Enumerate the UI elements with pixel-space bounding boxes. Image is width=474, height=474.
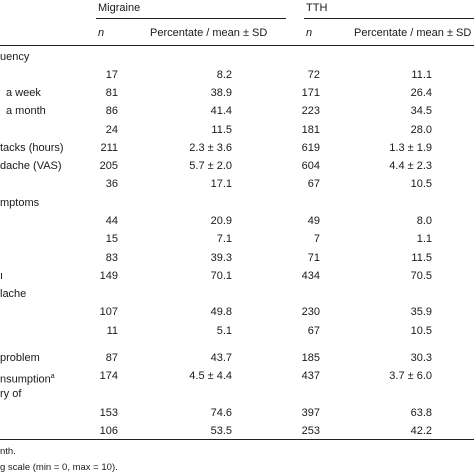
row-label: problem — [0, 352, 40, 364]
cell-t-n: 253 — [301, 425, 320, 437]
cell-m-n: 149 — [99, 270, 118, 282]
footnote-marker: a — [50, 373, 55, 380]
cell-t-p: 3.7 ± 6.0 — [389, 370, 432, 382]
cell-m-p: 4.5 ± 4.4 — [189, 370, 232, 382]
cell-t-n: 49 — [307, 215, 320, 227]
cell-t-n: 437 — [301, 370, 320, 382]
cell-t-p: 11.5 — [411, 252, 432, 264]
col-header-stat-migraine: Percentate / mean ± SD — [150, 27, 268, 39]
col-header-stat-tth: Percentate / mean ± SD — [354, 27, 472, 39]
cell-m-p: 20.9 — [210, 215, 232, 227]
cell-t-p: 30.3 — [410, 352, 432, 364]
cell-m-n: 87 — [105, 352, 118, 364]
cell-t-n: 171 — [301, 87, 320, 99]
cell-m-p: 39.3 — [210, 252, 232, 264]
cell-t-n: 72 — [307, 69, 320, 81]
cell-m-n: 81 — [105, 87, 118, 99]
cell-t-p: 1.1 — [416, 233, 432, 245]
cell-m-n: 36 — [105, 178, 118, 190]
cell-m-n: 44 — [105, 215, 118, 227]
cell-m-p: 49.8 — [210, 306, 232, 318]
group-underline-tth — [304, 18, 474, 19]
header-bottom-rule — [0, 45, 474, 46]
row-label: nsumptiona — [0, 373, 55, 386]
cell-m-n: 174 — [99, 370, 118, 382]
cell-m-p: 2.3 ± 3.6 — [189, 142, 232, 154]
cell-t-n: 185 — [301, 352, 320, 364]
cell-t-p: 1.3 ± 1.9 — [389, 142, 432, 154]
cell-t-n: 71 — [307, 252, 320, 264]
footnote-1: nth. — [0, 446, 16, 457]
cell-m-p: 5.1 — [216, 325, 232, 337]
group-header-migraine: Migraine — [98, 2, 141, 14]
cell-m-n: 17 — [105, 69, 118, 81]
row-label: lache — [0, 288, 27, 300]
cell-m-p: 41.4 — [210, 105, 232, 117]
cell-t-p: 10.5 — [410, 178, 432, 190]
row-label: ry of — [0, 388, 22, 400]
row-label: a month — [6, 105, 46, 117]
cell-t-n: 619 — [301, 142, 320, 154]
cell-t-n: 223 — [301, 105, 320, 117]
cell-t-n: 604 — [301, 160, 320, 172]
cell-m-p: 70.1 — [210, 270, 232, 282]
cell-m-n: 15 — [105, 233, 118, 245]
cell-t-n: 434 — [301, 270, 320, 282]
cell-m-p: 17.1 — [210, 178, 232, 190]
cell-t-n: 7 — [313, 233, 320, 245]
cell-m-p: 74.6 — [210, 407, 232, 419]
cell-m-n: 24 — [105, 124, 118, 136]
row-label: dache (VAS) — [0, 160, 62, 172]
cell-m-n: 86 — [105, 105, 118, 117]
row-label: ı — [0, 270, 4, 282]
cell-t-p: 70.5 — [410, 270, 432, 282]
cell-t-p: 4.4 ± 2.3 — [389, 160, 432, 172]
cell-m-p: 38.9 — [210, 87, 232, 99]
cell-t-p: 28.0 — [410, 124, 432, 136]
cell-t-p: 10.5 — [410, 325, 432, 337]
cell-m-p: 43.7 — [210, 352, 232, 364]
cell-t-p: 35.9 — [410, 306, 432, 318]
cell-t-p: 42.2 — [410, 425, 432, 437]
row-label: a week — [6, 87, 41, 99]
row-label: uency — [0, 51, 30, 63]
col-header-n-migraine: n — [98, 27, 105, 39]
cell-t-n: 181 — [301, 124, 320, 136]
cell-m-n: 205 — [99, 160, 118, 172]
cell-t-n: 230 — [301, 306, 320, 318]
cell-t-p: 11.1 — [411, 69, 432, 81]
cell-t-p: 34.5 — [410, 105, 432, 117]
cell-m-p: 53.5 — [210, 425, 232, 437]
cell-m-n: 106 — [99, 425, 118, 437]
cell-m-p: 8.2 — [216, 69, 232, 81]
row-label: tacks (hours) — [0, 142, 64, 154]
cell-m-p: 5.7 ± 2.0 — [189, 160, 232, 172]
cell-m-n: 11 — [106, 325, 118, 337]
table-bottom-rule — [0, 439, 474, 440]
cell-m-p: 11.5 — [211, 124, 232, 136]
cell-t-n: 67 — [307, 178, 320, 190]
cell-m-n: 153 — [99, 407, 118, 419]
cell-t-p: 8.0 — [416, 215, 432, 227]
row-label: mptoms — [0, 197, 40, 209]
cell-m-n: 107 — [99, 306, 118, 318]
group-header-tth: TTH — [306, 2, 328, 14]
group-underline-migraine — [96, 18, 286, 19]
cell-t-p: 26.4 — [410, 87, 432, 99]
cell-t-p: 63.8 — [410, 407, 432, 419]
cell-t-n: 67 — [307, 325, 320, 337]
col-header-n-tth: n — [306, 27, 313, 39]
cell-m-n: 211 — [100, 142, 118, 154]
cell-m-n: 83 — [105, 252, 118, 264]
footnote-2: g scale (min = 0, max = 10). — [0, 462, 118, 473]
cell-t-n: 397 — [301, 407, 320, 419]
cell-m-p: 7.1 — [216, 233, 232, 245]
